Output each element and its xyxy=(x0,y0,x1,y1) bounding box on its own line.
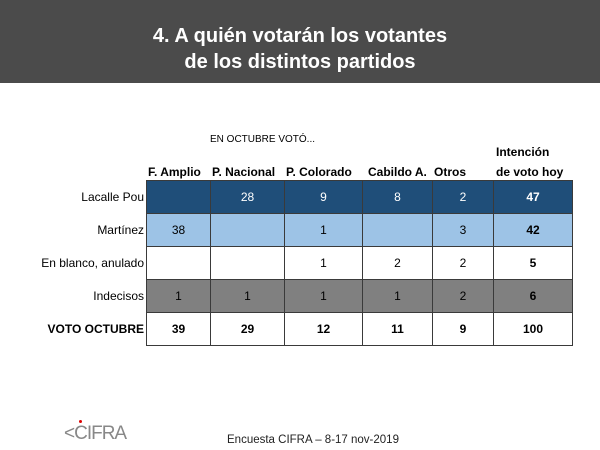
table-row: 38 1 3 42 xyxy=(146,213,573,247)
cell xyxy=(146,246,211,280)
row-label: Indecisos xyxy=(93,289,144,303)
total-header-line2: de voto hoy xyxy=(496,165,564,179)
cell xyxy=(210,213,285,247)
cell: 2 xyxy=(432,279,494,313)
col-header: P. Colorado xyxy=(286,165,352,179)
cell xyxy=(146,180,211,214)
cell: 1 xyxy=(284,279,363,313)
footer-source: Encuesta CIFRA – 8-17 nov-2019 xyxy=(227,434,399,446)
row-label: En blanco, anulado xyxy=(41,256,144,270)
total-header-line1: Intención xyxy=(496,145,550,159)
col-header: P. Nacional xyxy=(212,165,276,179)
cell: 9 xyxy=(284,180,363,214)
total-cell: 42 xyxy=(493,213,573,247)
title-line-1: 4. A quién votarán los votantes xyxy=(152,25,448,47)
col-header: F. Amplio xyxy=(148,165,201,179)
cell: 39 xyxy=(146,312,211,346)
col-header: Otros xyxy=(434,165,467,179)
cell xyxy=(362,213,433,247)
cell: 1 xyxy=(146,279,211,313)
cell: 38 xyxy=(146,213,211,247)
total-cell: 47 xyxy=(493,180,573,214)
cell: 28 xyxy=(210,180,285,214)
cell: 11 xyxy=(362,312,433,346)
cell: 12 xyxy=(284,312,363,346)
cell: 2 xyxy=(432,246,494,280)
table-row: 28 9 8 2 47 xyxy=(146,180,573,214)
cell: 3 xyxy=(432,213,494,247)
cell: 1 xyxy=(284,213,363,247)
total-cell: 6 xyxy=(493,279,573,313)
vote-transfer-table: 28 9 8 2 47 38 1 3 42 1 2 2 5 1 1 1 1 2 6 39 29 12 11 9 100 xyxy=(146,180,573,346)
cell: 9 xyxy=(432,312,494,346)
super-header: EN OCTUBRE VOTÓ... xyxy=(210,134,316,145)
row-label: Martínez xyxy=(97,223,144,237)
row-label: Lacalle Pou xyxy=(81,190,144,204)
table-row: 39 29 12 11 9 100 xyxy=(146,312,573,346)
cell: 29 xyxy=(210,312,285,346)
total-cell: 5 xyxy=(493,246,573,280)
cifra-logo: <CIFRA xyxy=(64,420,127,445)
cell: 8 xyxy=(362,180,433,214)
cell: 1 xyxy=(284,246,363,280)
cell: 1 xyxy=(210,279,285,313)
cell: 2 xyxy=(432,180,494,214)
col-header: Cabildo A. xyxy=(368,165,427,179)
total-cell: 100 xyxy=(493,312,573,346)
title-line-2: de los distintos partidos xyxy=(184,51,416,73)
row-label: VOTO OCTUBRE xyxy=(47,322,144,336)
cell: 1 xyxy=(362,279,433,313)
title-banner: 4. A quién votarán los votantes de los d… xyxy=(0,0,600,83)
cell xyxy=(210,246,285,280)
cell: 2 xyxy=(362,246,433,280)
